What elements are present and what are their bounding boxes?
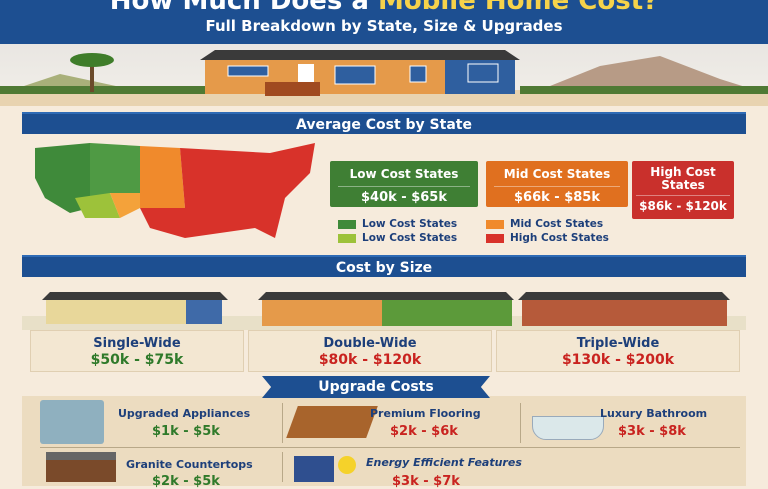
mobile-home-illustration <box>0 50 768 106</box>
size-card-triple-wide: Triple-Wide $130k - $200k <box>496 330 740 372</box>
upgrade-price: $3k - $8k <box>618 424 686 439</box>
solar-panel-icon <box>294 456 334 482</box>
lightbulb-icon <box>338 456 356 474</box>
upgrade-name: Luxury Bathroom <box>600 407 708 420</box>
upgrade-panel <box>22 396 746 486</box>
upgrade-price: $2k - $5k <box>152 474 220 489</box>
home-size-illustrations <box>22 292 746 330</box>
upgrade-price: $1k - $5k <box>152 424 220 439</box>
section-bar-size: Cost by Size <box>22 255 746 277</box>
section-ribbon-upgrades: Upgrade Costs <box>262 376 490 398</box>
section-bar-state: Average Cost by State <box>22 112 746 134</box>
legend-item: High Cost States <box>486 231 609 245</box>
cost-box-high: High Cost States $86k - $120k <box>632 161 734 219</box>
flooring-icon <box>286 406 378 438</box>
upgrade-price: $2k - $6k <box>390 424 458 439</box>
upgrade-name: Upgraded Appliances <box>118 407 251 420</box>
cost-box-mid: Mid Cost States $66k - $85k <box>486 161 628 207</box>
legend-item: Low Cost States <box>338 231 457 245</box>
map-region-mid-central <box>140 146 185 208</box>
header-banner <box>0 0 768 44</box>
map-region-high-east <box>140 143 315 238</box>
page-title: How Much Does a Mobile Home Cost? <box>0 0 768 16</box>
appliances-icon <box>40 400 104 444</box>
map-region-mid-south <box>110 193 140 218</box>
map-legend: Low Cost States Low Cost States <box>338 217 457 245</box>
title-main: How Much Does a <box>109 0 379 16</box>
countertop-icon <box>46 452 116 482</box>
size-card-double-wide: Double-Wide $80k - $120k <box>248 330 492 372</box>
us-cost-map <box>35 143 315 238</box>
upgrade-name: Energy Efficient Features <box>366 456 522 469</box>
map-region-low-west <box>35 143 90 213</box>
legend-item: Low Cost States <box>338 217 457 231</box>
size-card-single-wide: Single-Wide $50k - $75k <box>30 330 244 372</box>
upgrade-name: Premium Flooring <box>370 407 481 420</box>
map-legend-2: Mid Cost States High Cost States <box>486 217 609 245</box>
hero-scene <box>0 44 768 106</box>
bathtub-icon <box>532 416 604 440</box>
cost-box-low: Low Cost States $40k - $65k <box>330 161 478 207</box>
legend-item: Mid Cost States <box>486 217 609 231</box>
title-accent: Mobile Home Cost? <box>378 0 659 16</box>
subtitle: Full Breakdown by State, Size & Upgrades <box>205 17 563 35</box>
map-region-low-southwest <box>75 193 120 218</box>
map-region-low-mountain <box>90 143 140 208</box>
upgrade-name: Granite Countertops <box>126 458 253 471</box>
upgrade-price: $3k - $7k <box>392 474 460 489</box>
